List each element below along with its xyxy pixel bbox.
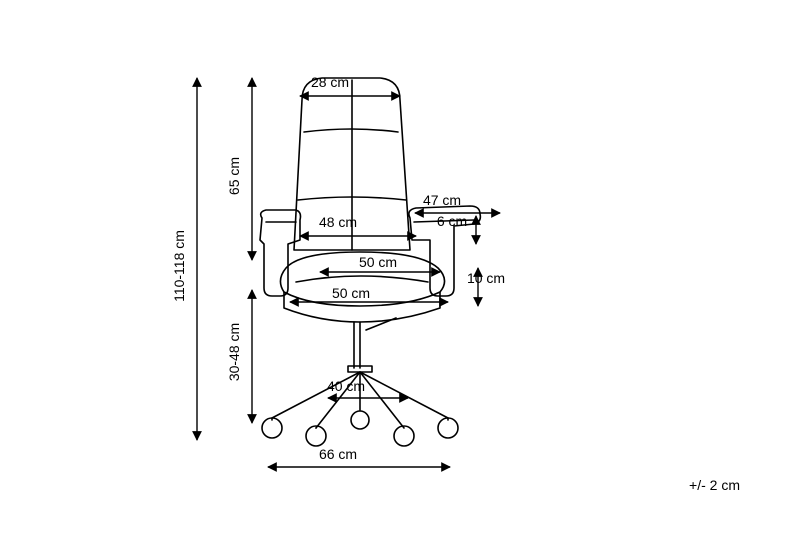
diagram-canvas: 110-118 cm 65 cm 30-48 cm 28 cm 48 cm 47 cm 6 … — [0, 0, 800, 533]
dimension-label: 30-48 cm — [226, 323, 242, 381]
dimension-label: 6 cm — [437, 213, 467, 229]
dimension-label: 66 cm — [319, 446, 357, 462]
chair-svg — [0, 0, 800, 533]
dimension-label: 65 cm — [226, 157, 242, 195]
dimension-label: 10 cm — [467, 270, 505, 286]
dimension-label: 40 cm — [327, 378, 365, 394]
dimension-label: 48 cm — [319, 214, 357, 230]
dimension-label: 47 cm — [423, 192, 461, 208]
dimension-label: 50 cm — [332, 285, 370, 301]
dimension-label: 50 cm — [359, 254, 397, 270]
tolerance-note: +/- 2 cm — [689, 477, 740, 493]
dimension-label: 28 cm — [311, 74, 349, 90]
dimension-label: 110-118 cm — [171, 230, 187, 302]
